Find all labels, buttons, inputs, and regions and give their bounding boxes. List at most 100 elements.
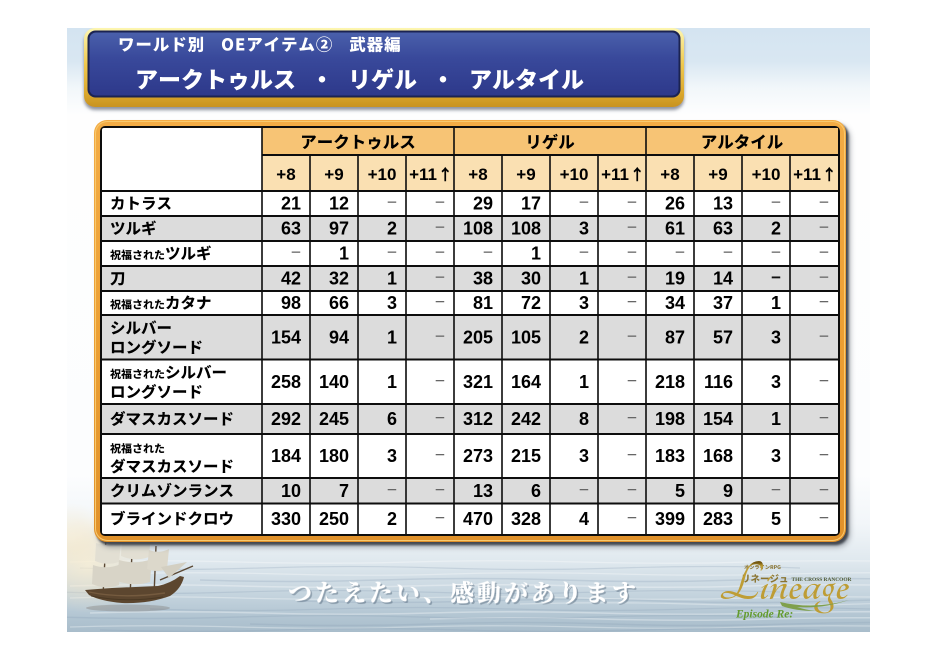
svg-text:−: − [771,268,781,287]
svg-text:81: 81 [473,293,493,313]
svg-text:+10: +10 [368,165,397,184]
svg-text:−: − [435,292,445,312]
svg-text:−: − [819,326,829,346]
svg-text:21: 21 [281,194,301,214]
svg-text:184: 184 [271,446,301,466]
svg-text:+11: +11 [601,165,629,184]
svg-text:−: − [435,242,445,262]
svg-text:98: 98 [281,293,301,313]
svg-text:+9: +9 [708,165,727,184]
svg-text:12: 12 [329,194,349,214]
svg-text:−: − [819,292,829,312]
svg-text:−: − [627,326,637,346]
svg-text:1: 1 [531,244,541,264]
svg-text:38: 38 [473,269,493,289]
svg-text:−: − [387,192,397,212]
svg-text:205: 205 [463,327,493,347]
svg-text:−: − [627,479,637,499]
svg-text:3: 3 [387,293,397,313]
svg-text:37: 37 [713,293,733,313]
svg-text:3: 3 [771,446,781,466]
svg-text:−: − [627,370,637,390]
svg-text:−: − [819,408,829,428]
svg-text:Episode Re:: Episode Re: [735,609,793,621]
svg-text:1: 1 [387,269,397,289]
svg-text:292: 292 [271,409,301,429]
svg-text:140: 140 [319,372,349,392]
svg-text:258: 258 [271,372,301,392]
svg-text:168: 168 [703,446,733,466]
svg-text:−: − [483,242,493,262]
svg-text:2: 2 [387,219,397,239]
svg-text:−: − [579,242,589,262]
svg-text:1: 1 [579,372,589,392]
svg-text:32: 32 [329,269,349,289]
svg-text:63: 63 [281,219,301,239]
svg-text:−: − [627,217,637,237]
svg-text:29: 29 [473,194,493,214]
svg-text:283: 283 [703,509,733,529]
svg-text:94: 94 [329,327,349,347]
svg-text:−: − [579,192,589,212]
svg-text:+11: +11 [409,165,437,184]
svg-text:61: 61 [665,219,685,239]
svg-text:−: − [675,242,685,262]
svg-text:321: 321 [463,372,493,392]
svg-text:3: 3 [579,219,589,239]
svg-text:273: 273 [463,446,493,466]
svg-text:−: − [819,445,829,465]
svg-text:+10: +10 [560,165,589,184]
svg-text:1: 1 [579,269,589,289]
svg-text:THE CROSS RANCOOR: THE CROSS RANCOOR [792,577,852,583]
svg-text:−: − [435,445,445,465]
svg-text:3: 3 [387,446,397,466]
svg-text:10: 10 [281,481,301,501]
svg-text:108: 108 [463,219,493,239]
svg-text:164: 164 [511,372,541,392]
svg-text:−: − [771,192,781,212]
svg-text:19: 19 [665,269,685,289]
svg-text:−: − [387,242,397,262]
svg-text:218: 218 [655,372,685,392]
svg-text:2: 2 [387,509,397,529]
svg-text:−: − [627,445,637,465]
svg-text:72: 72 [521,293,541,313]
svg-text:−: − [435,192,445,212]
svg-text:250: 250 [319,509,349,529]
svg-text:−: − [627,408,637,428]
svg-text:−: − [387,479,397,499]
svg-text:−: − [435,326,445,346]
svg-text:6: 6 [531,481,541,501]
svg-text:3: 3 [771,372,781,392]
svg-text:−: − [627,267,637,287]
svg-text:34: 34 [665,293,685,313]
svg-text:154: 154 [271,327,301,347]
svg-text:−: − [819,242,829,262]
svg-text:−: − [627,292,637,312]
svg-text:63: 63 [713,219,733,239]
svg-text:14: 14 [713,269,733,289]
svg-text:105: 105 [511,327,541,347]
svg-text:180: 180 [319,446,349,466]
svg-text:+8: +8 [468,165,487,184]
svg-text:5: 5 [675,481,685,501]
svg-text:17: 17 [521,194,541,214]
svg-text:8: 8 [579,409,589,429]
svg-text:−: − [723,242,733,262]
svg-text:13: 13 [473,481,493,501]
svg-text:108: 108 [511,219,541,239]
svg-text:+8: +8 [660,165,679,184]
svg-text:−: − [771,242,781,262]
svg-text:1: 1 [339,244,349,264]
svg-text:3: 3 [771,327,781,347]
svg-text:−: − [819,267,829,287]
svg-text:6: 6 [387,409,397,429]
svg-text:245: 245 [319,409,349,429]
svg-text:116: 116 [704,372,733,392]
svg-text:+10: +10 [752,165,781,184]
svg-text:2: 2 [771,219,781,239]
svg-text:−: − [819,479,829,499]
svg-text:198: 198 [655,409,685,429]
svg-text:87: 87 [665,327,685,347]
svg-text:−: − [435,479,445,499]
